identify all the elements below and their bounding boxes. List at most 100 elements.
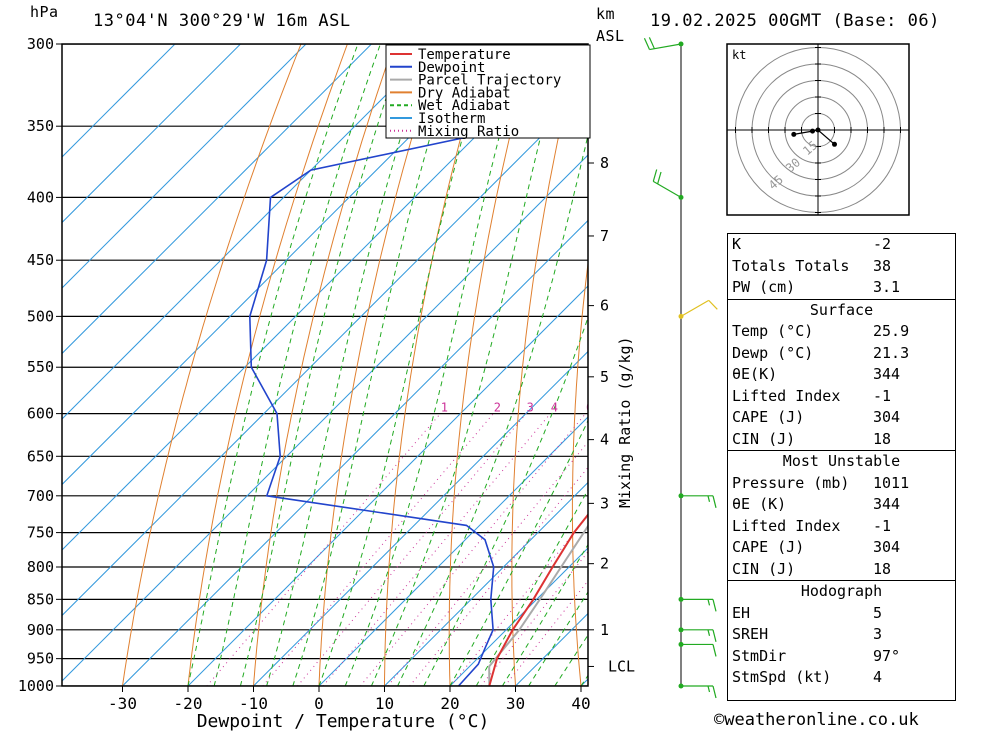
most-unstable-label: CAPE (J) [732, 538, 805, 556]
surface-row: CAPE (J) 304 [728, 407, 955, 429]
most-unstable-row: Lifted Index -1 [728, 516, 955, 538]
mixing-ratio-line [504, 580, 588, 686]
wind-barb-staff [680, 299, 710, 317]
surface-value: 18 [873, 429, 892, 448]
dry-adiabat-line [187, 44, 348, 686]
wind-barb [678, 627, 717, 642]
temperature-tick-label: -10 [239, 694, 268, 713]
surface-value: -1 [873, 386, 892, 405]
legend-label: Dewpoint [418, 60, 485, 76]
dry-adiabat-line [253, 44, 395, 686]
wet-adiabat-line [449, 419, 588, 686]
height-tick-label: 3 [600, 494, 609, 512]
surface-label: CIN (J) [732, 429, 796, 448]
wind-barb-flag [712, 644, 717, 657]
most-unstable-row: Pressure (mb) 1011 [728, 473, 955, 495]
pressure-tick-label: 300 [27, 35, 54, 53]
most-unstable-row: CIN (J) 18 [728, 559, 955, 581]
index-label: K [732, 235, 742, 253]
hodograph-value: 5 [873, 603, 883, 622]
pressure-tick-label: 1000 [18, 677, 54, 695]
dewpoint-profile [248, 44, 537, 686]
isotherm-line [62, 44, 241, 224]
height-ref-label: ASL [596, 27, 625, 45]
wet-adiabat-line [423, 316, 588, 686]
indices-rows: K -2 Totals Totals 38 PW (cm) 3.1 [728, 234, 955, 299]
hodograph-point [832, 141, 837, 147]
temperature-tick-label: 20 [440, 694, 459, 713]
dry-adiabat-line [448, 44, 534, 686]
wind-barb [652, 169, 684, 200]
legend-label: Isotherm [418, 111, 485, 127]
wind-barb-halfflag [707, 629, 711, 636]
wind-barb-flag [712, 629, 717, 642]
hodograph-point [815, 127, 821, 133]
most-unstable-label: θE (K) [732, 495, 787, 513]
index-label: Totals Totals [732, 256, 850, 275]
wind-barb-flag [652, 169, 658, 182]
most-unstable-value: 1011 [873, 473, 910, 492]
wind-barb [678, 596, 717, 612]
mixing-ratio-label: 4 [551, 401, 558, 415]
height-tick-label: 6 [600, 297, 609, 315]
mixing-ratio-line [409, 466, 588, 686]
legend-box [385, 44, 591, 139]
pressure-tick-label: 500 [27, 307, 54, 325]
wind-barb [678, 493, 717, 508]
mixing-ratio-line [360, 413, 586, 686]
most-unstable-value: 304 [873, 538, 901, 556]
surface-label: Dewp (°C) [732, 343, 814, 362]
hodograph-row: StmSpd (kt) 4 [728, 667, 955, 689]
index-row: K -2 [728, 234, 955, 256]
hodograph-unit-label: kt [732, 48, 746, 62]
surface-value: 304 [873, 408, 901, 426]
height-tick-label: 7 [600, 227, 609, 245]
lcl-label: LCL [608, 657, 635, 675]
height-tick-label: 2 [600, 555, 609, 573]
mixing-ratio-line [322, 413, 551, 686]
surface-label: CAPE (J) [732, 408, 805, 426]
wind-barb-flag [712, 685, 717, 699]
most-unstable-label: Lifted Index [732, 516, 841, 535]
most-unstable-row: CAPE (J) 304 [728, 537, 955, 559]
wind-barb-dot [678, 41, 684, 47]
hodograph-label: SREH [732, 625, 769, 643]
wind-barb-dot [678, 641, 684, 647]
most-unstable-value: 18 [873, 559, 892, 578]
surface-row: θE(K) 344 [728, 364, 955, 386]
isotherm-line [62, 154, 588, 682]
temperature-profile [488, 513, 588, 686]
wind-barb-dot [678, 313, 684, 319]
dry-adiabat-line [631, 26, 676, 686]
wind-barb-staff [652, 180, 682, 198]
hodograph-point [810, 128, 815, 134]
wind-barb-flag [648, 37, 655, 49]
most-unstable-value: 344 [873, 495, 901, 513]
indices-table: K -2 Totals Totals 38 PW (cm) 3.1 Surface Tem… [727, 233, 956, 701]
mixing-ratio-axis-title: Mixing Ratio (g/kg) [616, 336, 634, 508]
mixing-ratio-label: 1 [441, 401, 448, 415]
wet-adiabat-line [187, 44, 359, 686]
temperature-tick-label: -20 [174, 694, 203, 713]
most-unstable-rows: Pressure (mb) 1011 θE (K) 344 Lifted Index -1… [728, 473, 955, 581]
surface-row: Lifted Index -1 [728, 386, 955, 408]
dry-adiabat-line [122, 44, 302, 686]
wind-barb-flag [657, 171, 662, 185]
index-value: 38 [873, 256, 892, 275]
pressure-tick-label: 550 [27, 358, 54, 376]
hodograph-label: EH [732, 603, 751, 622]
surface-section-title: Surface [728, 298, 955, 322]
wind-barb-flag [712, 599, 717, 612]
hodograph-label: StmDir [732, 646, 787, 665]
legend-label: Temperature [418, 47, 511, 63]
dry-adiabat-line [688, 26, 722, 686]
pressure-unit-label: hPa [30, 3, 59, 21]
hodograph-section-title: Hodograph [728, 580, 955, 603]
wind-barb-dot [678, 596, 684, 602]
isotherm-line [62, 44, 307, 289]
hodograph-row: StmDir 97° [728, 646, 955, 668]
hodograph-value: 97° [873, 646, 901, 665]
surface-row: Dewp (°C) 21.3 [728, 343, 955, 365]
